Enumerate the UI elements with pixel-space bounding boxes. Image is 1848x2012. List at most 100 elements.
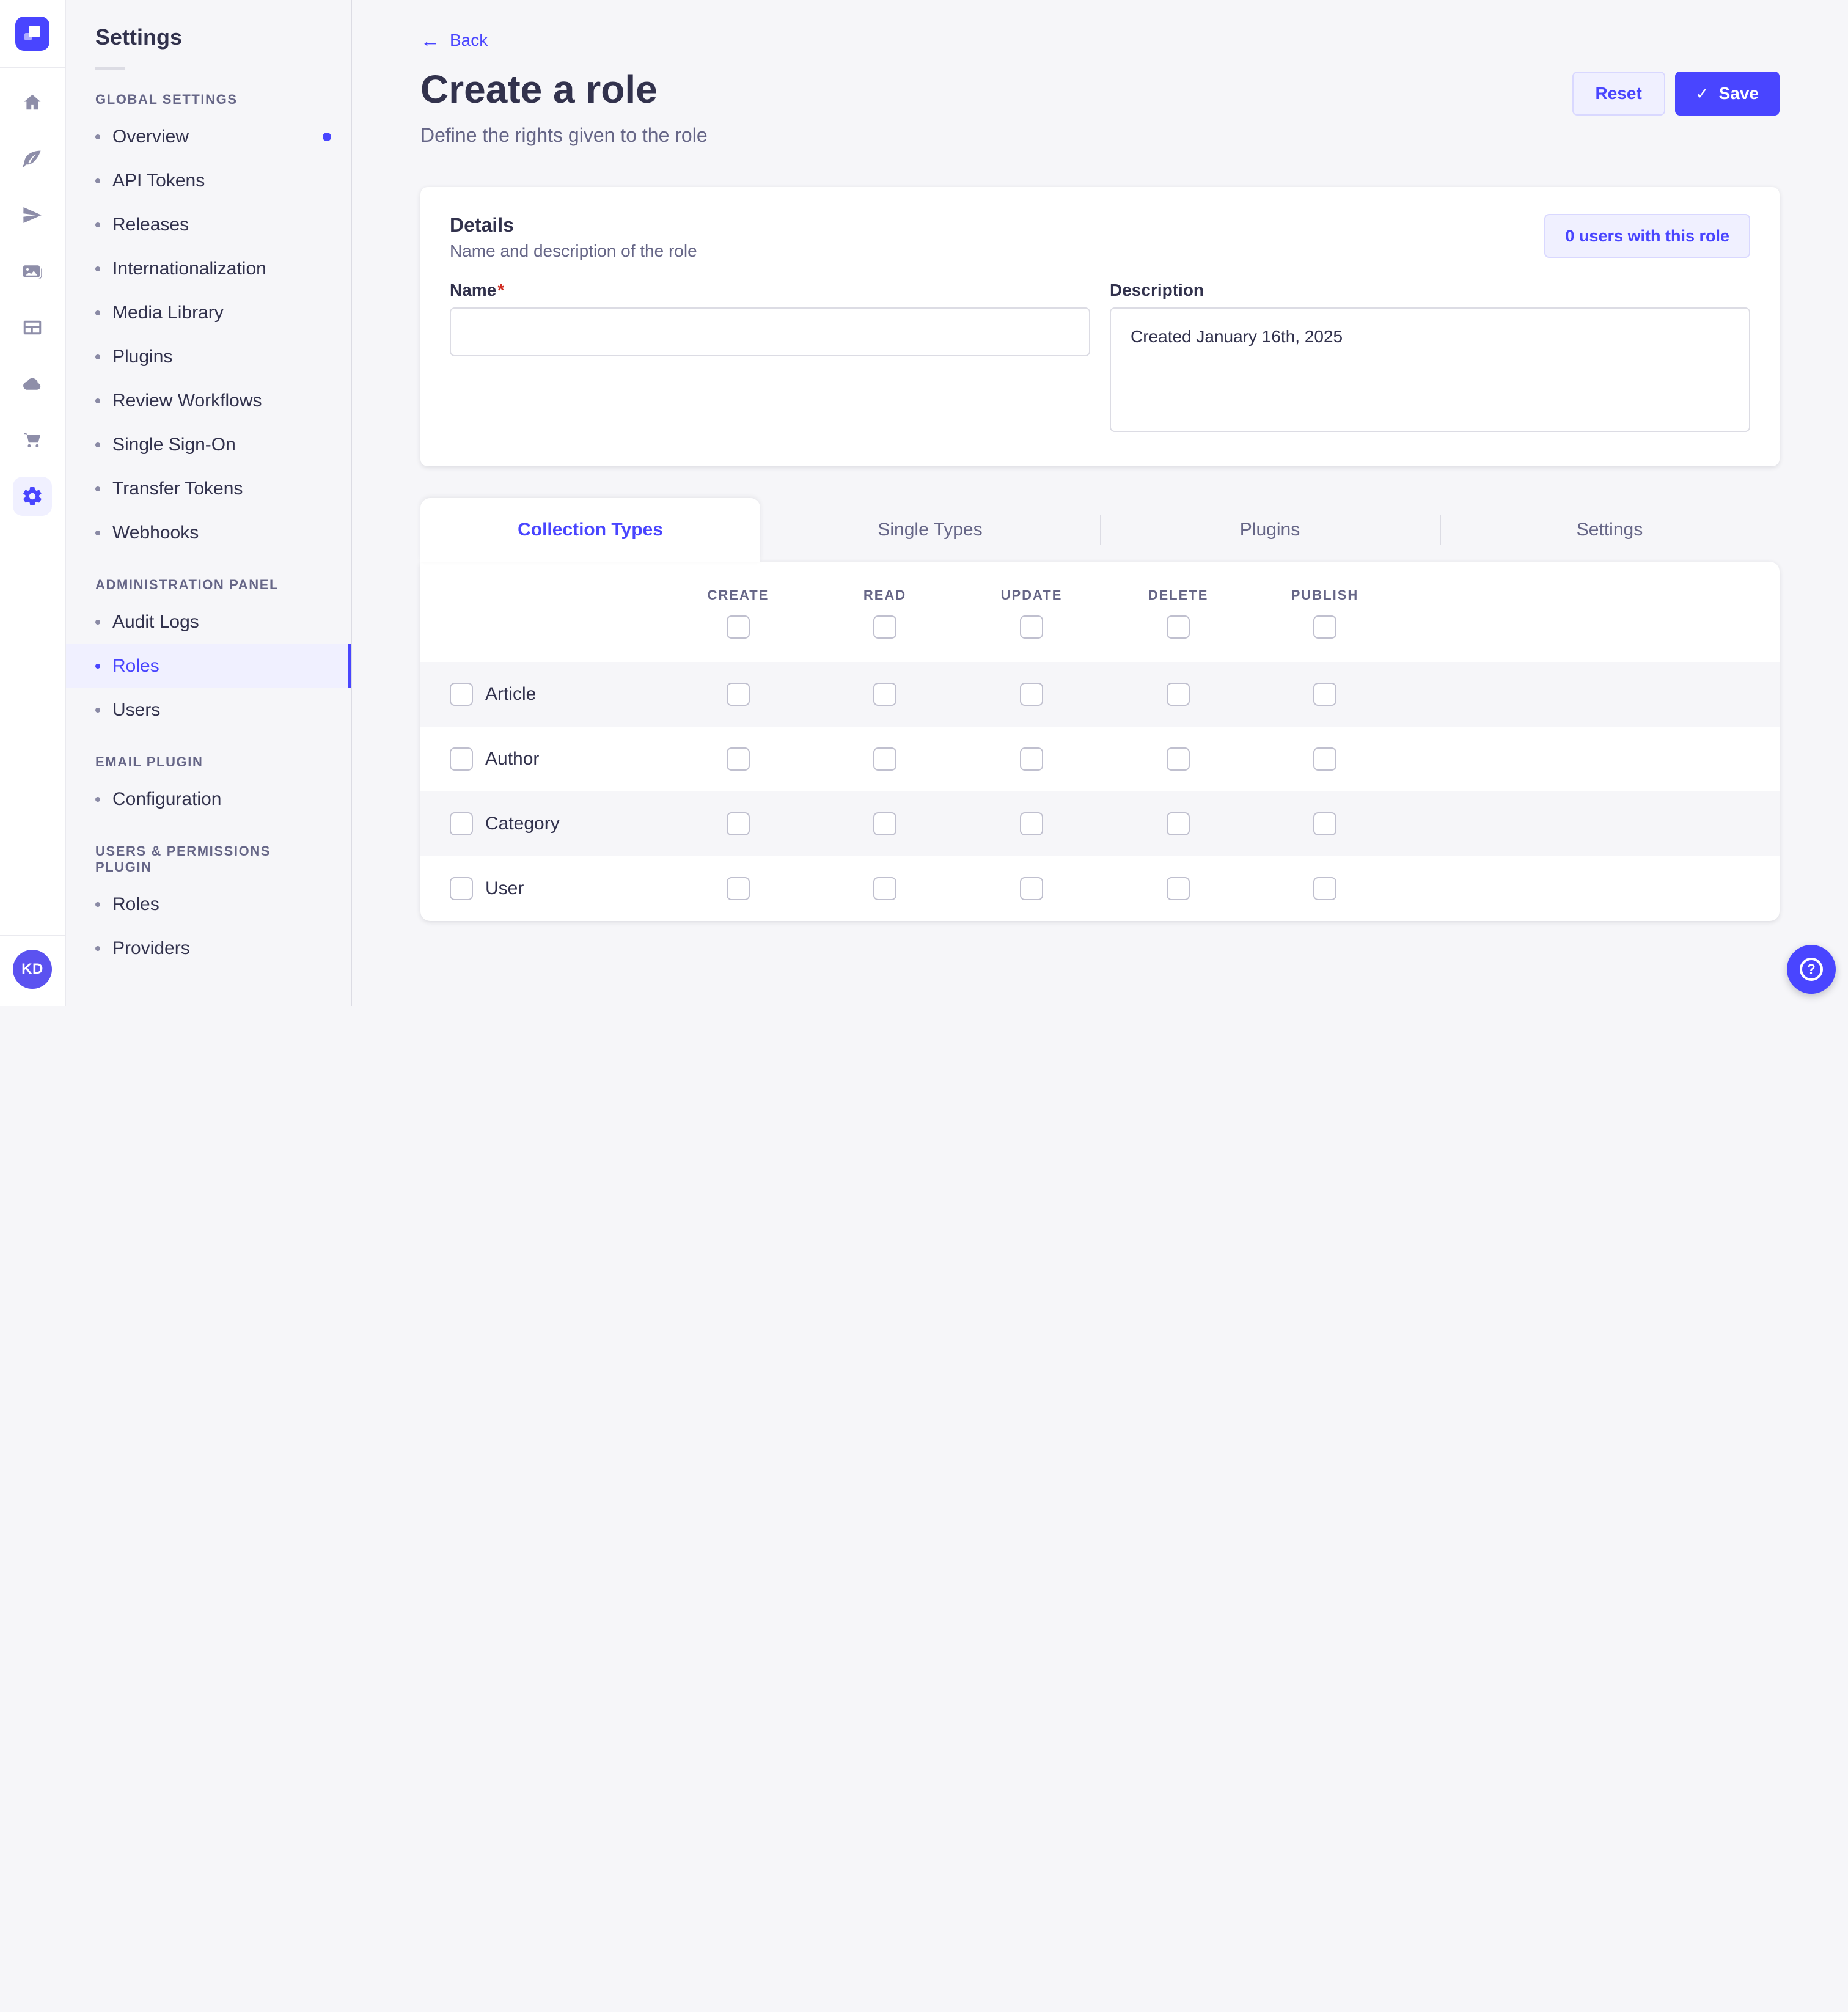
sidebar-item-providers[interactable]: Providers [66,927,351,971]
sidebar-item-up-roles[interactable]: Roles [66,883,351,927]
category-delete-checkbox[interactable] [1167,812,1190,835]
sidebar-item-releases[interactable]: Releases [66,203,351,247]
select-row-user-checkbox[interactable] [450,877,473,900]
sidebar-item-label: Users [112,700,160,721]
article-publish-checkbox[interactable] [1313,683,1336,706]
category-publish-checkbox[interactable] [1313,812,1336,835]
user-update-checkbox[interactable] [1020,877,1043,900]
select-all-publish-checkbox[interactable] [1313,615,1336,639]
sidebar-item-configuration[interactable]: Configuration [66,777,351,821]
author-create-checkbox[interactable] [727,747,750,771]
sidebar-item-label: Single Sign-On [112,435,236,455]
main-content: ← Back Create a role Define the rights g… [352,0,1848,1006]
column-header-delete: DELETE [1105,587,1252,603]
article-update-checkbox[interactable] [1020,683,1043,706]
back-link[interactable]: ← Back [420,31,488,50]
author-delete-checkbox[interactable] [1167,747,1190,771]
category-create-checkbox[interactable] [727,812,750,835]
sidebar-item-transfer-tokens[interactable]: Transfer Tokens [66,467,351,511]
layout-icon[interactable] [13,308,52,347]
author-read-checkbox[interactable] [873,747,897,771]
page-title: Create a role [420,67,708,112]
user-read-checkbox[interactable] [873,877,897,900]
bullet-icon [95,620,100,625]
description-textarea[interactable]: Created January 16th, 2025 [1110,307,1750,432]
sidebar-item-api-tokens[interactable]: API Tokens [66,159,351,203]
details-card: Details Name and description of the role… [420,187,1780,466]
users-with-role-button[interactable]: 0 users with this role [1544,214,1750,258]
send-icon[interactable] [13,196,52,235]
select-all-delete-checkbox[interactable] [1167,615,1190,639]
feather-icon[interactable] [13,139,52,178]
section-header: USERS & PERMISSIONS PLUGIN [66,834,351,883]
user-publish-checkbox[interactable] [1313,877,1336,900]
bullet-icon [95,222,100,227]
select-all-update-checkbox[interactable] [1020,615,1043,639]
sidebar-item-label: Configuration [112,789,221,810]
page-header-text: Create a role Define the rights given to… [420,52,708,147]
article-create-checkbox[interactable] [727,683,750,706]
sidebar-item-label: Providers [112,938,190,959]
page-header: Create a role Define the rights given to… [420,52,1780,147]
save-button[interactable]: ✓ Save [1675,72,1780,116]
cloud-icon[interactable] [13,364,52,403]
row-label: Author [485,749,539,769]
tab-collection-types[interactable]: Collection Types [420,498,760,562]
home-icon[interactable] [13,83,52,122]
gear-icon[interactable] [13,477,52,516]
select-all-create-checkbox[interactable] [727,615,750,639]
select-row-category-checkbox[interactable] [450,812,473,835]
user-delete-checkbox[interactable] [1167,877,1190,900]
select-all-read-checkbox[interactable] [873,615,897,639]
select-row-author-checkbox[interactable] [450,747,473,771]
author-update-checkbox[interactable] [1020,747,1043,771]
icon-nav-list [13,68,52,516]
help-button[interactable]: ? [1787,945,1836,994]
description-label: Description [1110,281,1750,300]
sidebar-item-internationalization[interactable]: Internationalization [66,247,351,291]
user-avatar[interactable]: KD [13,950,52,989]
bullet-icon [95,178,100,183]
description-field-group: Description Created January 16th, 2025 [1110,281,1750,437]
settings-sidebar: Settings GLOBAL SETTINGS Overview API To… [66,0,352,1006]
name-input[interactable] [450,307,1090,356]
reset-button[interactable]: Reset [1572,72,1665,116]
sidebar-item-media-library[interactable]: Media Library [66,291,351,335]
table-row-article: Article [420,662,1780,727]
sidebar-item-overview[interactable]: Overview [66,115,351,159]
permissions-section: Collection Types Single Types Plugins Se… [420,498,1780,921]
author-publish-checkbox[interactable] [1313,747,1336,771]
table-row-category: Category [420,791,1780,856]
sidebar-item-webhooks[interactable]: Webhooks [66,511,351,555]
category-update-checkbox[interactable] [1020,812,1043,835]
sidebar-item-label: Plugins [112,347,172,367]
sidebar-item-plugins[interactable]: Plugins [66,335,351,379]
sidebar-item-users[interactable]: Users [66,688,351,732]
sidebar-item-audit-logs[interactable]: Audit Logs [66,600,351,644]
bullet-icon [95,708,100,713]
row-label: Category [485,813,560,834]
media-icon[interactable] [13,252,52,291]
tab-settings[interactable]: Settings [1440,498,1780,562]
sidebar-item-single-sign-on[interactable]: Single Sign-On [66,423,351,467]
article-delete-checkbox[interactable] [1167,683,1190,706]
row-label: User [485,878,524,899]
user-create-checkbox[interactable] [727,877,750,900]
select-row-article-checkbox[interactable] [450,683,473,706]
sidebar-item-review-workflows[interactable]: Review Workflows [66,379,351,423]
article-read-checkbox[interactable] [873,683,897,706]
tab-single-types[interactable]: Single Types [760,498,1100,562]
column-header-read: READ [812,587,958,603]
back-label: Back [450,31,488,50]
sidebar-item-roles[interactable]: Roles [66,644,351,688]
cart-icon[interactable] [13,420,52,460]
category-read-checkbox[interactable] [873,812,897,835]
required-mark: * [497,281,504,299]
bullet-icon [95,398,100,403]
section-users-permissions-plugin: USERS & PERMISSIONS PLUGIN Roles Provide… [66,834,351,971]
strapi-logo[interactable] [15,17,50,51]
bullet-icon [95,486,100,491]
tab-plugins[interactable]: Plugins [1100,498,1440,562]
section-global-settings: GLOBAL SETTINGS Overview API Tokens Rele… [66,82,351,555]
table-row-user: User [420,856,1780,921]
